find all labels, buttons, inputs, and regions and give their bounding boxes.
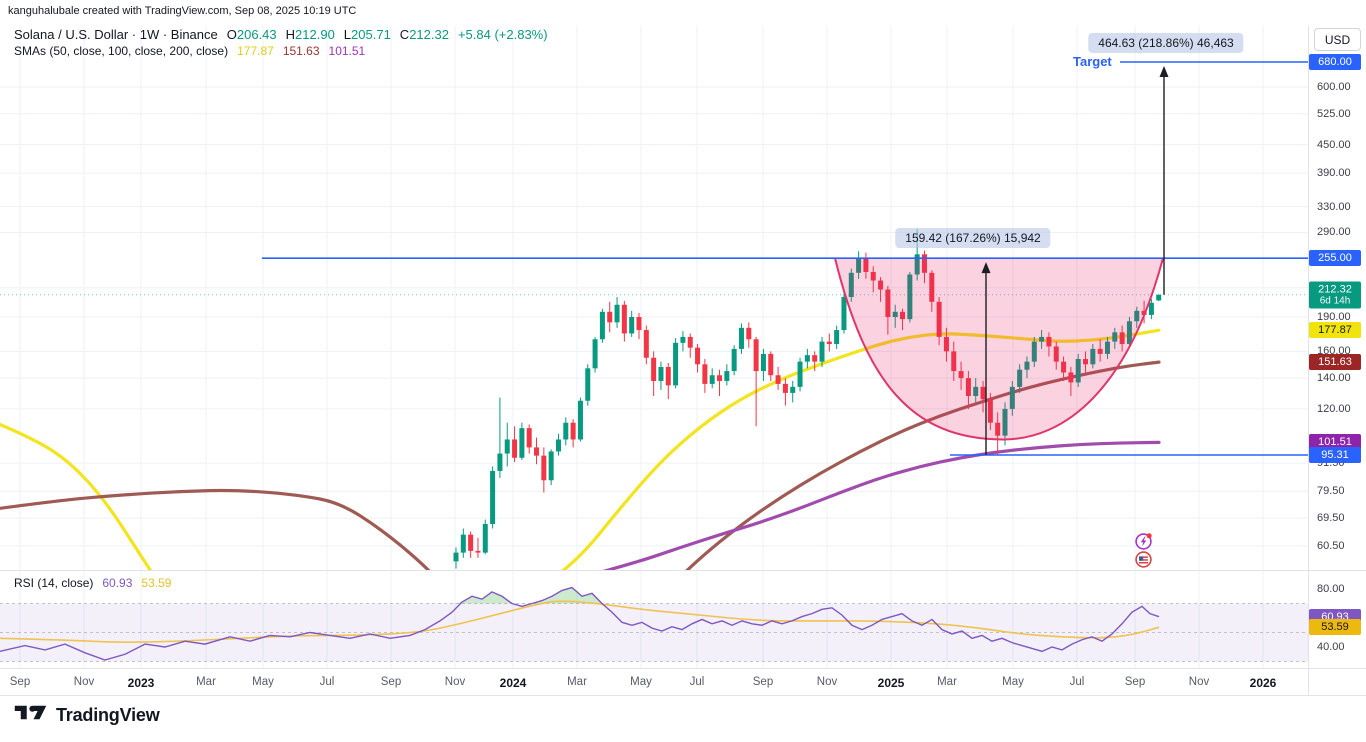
symbol-title: Solana / U.S. Dollar · 1W · Binance xyxy=(14,27,218,42)
range-annotation-1[interactable]: 159.42 (167.26%) 15,942 xyxy=(895,228,1051,248)
chart-legend: Solana / U.S. Dollar · 1W · Binance O206… xyxy=(14,27,548,58)
time-axis-label[interactable]: Sep xyxy=(380,676,402,688)
cup-pattern-outline xyxy=(834,257,1164,441)
time-axis-label[interactable]: Sep xyxy=(1124,676,1146,688)
rsi-overbought-fill xyxy=(0,587,1159,604)
range-annotation-2[interactable]: 464.63 (218.86%) 46,463 xyxy=(1088,33,1244,53)
rsi-value: 60.93 xyxy=(102,576,133,590)
rsi-axis-label-chip: 53.59 xyxy=(1309,619,1361,636)
symbol-legend-row[interactable]: Solana / U.S. Dollar · 1W · Binance O206… xyxy=(14,27,548,43)
target-line-label[interactable]: Target xyxy=(1073,54,1112,69)
us-flag-event-icon[interactable] xyxy=(1134,550,1153,569)
price-axis-label-chip: 151.63 xyxy=(1309,354,1361,371)
price-axis-label-chip: 255.00 xyxy=(1309,250,1361,267)
time-axis-label[interactable]: Mar xyxy=(937,676,957,688)
time-axis-label[interactable]: Sep xyxy=(9,676,31,688)
rsi-legend-row[interactable]: RSI (14, close) 60.93 53.59 xyxy=(14,576,171,590)
price-axis-tick: 79.50 xyxy=(1317,485,1345,498)
time-axis-label[interactable]: May xyxy=(252,676,274,688)
price-axis-label-chip: 212.32 6d 14h xyxy=(1309,281,1361,309)
range-arrow[interactable] xyxy=(981,262,991,455)
price-axis-tick: 120.00 xyxy=(1317,402,1351,415)
candles xyxy=(453,229,1162,569)
price-axis-label-chip: 95.31 xyxy=(1309,446,1361,463)
price-axis-tick: 450.00 xyxy=(1317,138,1351,151)
time-axis-label[interactable]: Mar xyxy=(196,676,216,688)
price-axis-tick: 69.50 xyxy=(1317,512,1345,525)
rsi-ma-value: 53.59 xyxy=(141,576,172,590)
price-axis-label-chip: 101.51 xyxy=(1309,434,1361,451)
currency-toggle-button[interactable]: USD xyxy=(1314,28,1361,51)
price-axis-label-chip: 680.00 xyxy=(1309,54,1361,70)
price-axis-tick: 600.00 xyxy=(1317,81,1351,94)
sma200-value: 101.51 xyxy=(328,44,366,58)
time-axis-label[interactable]: Jul xyxy=(689,676,705,688)
sma100-value: 151.63 xyxy=(282,44,320,58)
sma-legend-row[interactable]: SMAs (50, close, 100, close, 200, close)… xyxy=(14,44,548,58)
sma200-line xyxy=(602,440,1161,570)
ohlc-open: O206.43 xyxy=(226,27,277,42)
price-pane[interactable] xyxy=(0,229,1308,680)
tradingview-wordmark: TradingView xyxy=(56,704,160,725)
ohlc-high: H212.90 xyxy=(285,27,335,42)
time-axis-label[interactable]: Nov xyxy=(444,676,466,688)
sma100-line xyxy=(0,360,1161,570)
price-axis-tick: 140.00 xyxy=(1317,372,1351,385)
time-axis-label[interactable]: Nov xyxy=(73,676,95,688)
time-axis-label[interactable]: 2025 xyxy=(877,676,905,690)
rsi-label: RSI (14, close) xyxy=(14,576,94,590)
time-axis-label[interactable]: Nov xyxy=(816,676,838,688)
price-axis-tick: 190.00 xyxy=(1317,311,1351,323)
tradingview-logo-icon xyxy=(14,702,47,728)
price-axis-tick: 290.00 xyxy=(1317,226,1351,239)
rsi-pane[interactable] xyxy=(0,586,1308,662)
sma-label: SMAs (50, close, 100, close, 200, close) xyxy=(14,44,229,58)
lightning-event-icon[interactable] xyxy=(1134,532,1153,551)
rsi-axis-tick: 80.00 xyxy=(1317,583,1345,595)
ohlc-low: L205.71 xyxy=(343,27,391,42)
time-axis-label[interactable]: May xyxy=(1002,676,1024,688)
rsi-ma-line xyxy=(0,600,1160,643)
time-axis-label[interactable]: Jul xyxy=(319,676,335,688)
time-axis-label[interactable]: 2024 xyxy=(499,676,527,690)
sma50-value: 177.87 xyxy=(237,44,274,58)
attribution-text: kanguhalubale created with TradingView.c… xyxy=(8,5,357,17)
time-axis-label[interactable]: Jul xyxy=(1069,676,1085,688)
price-change: +5.84 (+2.83%) xyxy=(457,27,548,42)
range-arrow[interactable] xyxy=(1159,66,1169,295)
time-axis-label[interactable]: 2023 xyxy=(127,676,155,690)
ohlc-close: C212.32 xyxy=(399,27,449,42)
time-axis-label[interactable]: Nov xyxy=(1188,676,1210,688)
price-axis-tick: 330.00 xyxy=(1317,200,1351,213)
time-axis-label[interactable]: Sep xyxy=(752,676,774,688)
price-axis-tick: 525.00 xyxy=(1317,107,1351,120)
price-axis-tick: 60.50 xyxy=(1317,539,1345,552)
time-axis-label[interactable]: 2026 xyxy=(1249,676,1277,690)
tradingview-footer-logo[interactable]: TradingView xyxy=(14,702,160,728)
rsi-line xyxy=(0,586,1160,661)
sma50-line xyxy=(0,328,1161,570)
cup-pattern-fill xyxy=(835,258,1163,440)
rsi-axis-tick: 40.00 xyxy=(1317,641,1345,653)
price-axis-tick: 390.00 xyxy=(1317,167,1351,180)
time-axis-label[interactable]: Mar xyxy=(567,676,587,688)
price-axis-label-chip: 177.87 xyxy=(1309,322,1361,339)
time-axis-label[interactable]: May xyxy=(630,676,652,688)
